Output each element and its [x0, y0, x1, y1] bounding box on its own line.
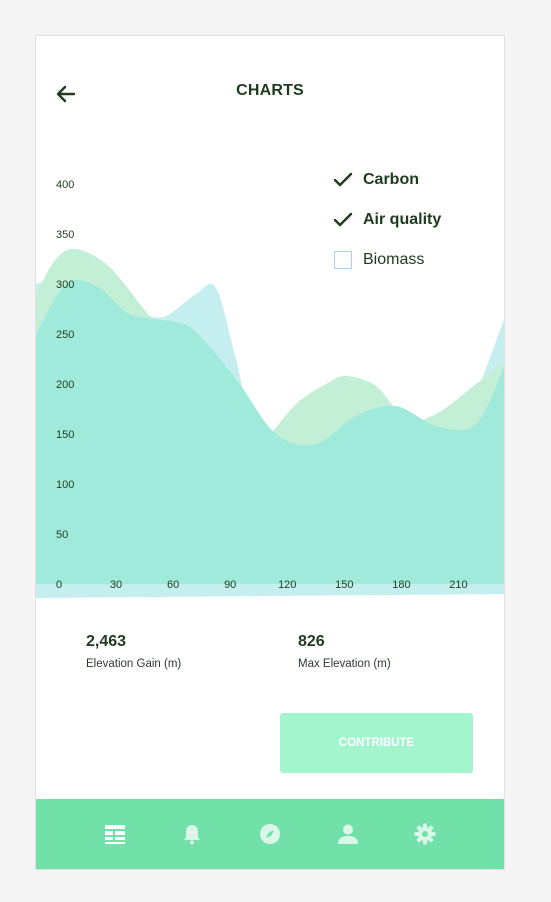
- gear-icon: [414, 823, 436, 845]
- user-icon: [337, 824, 358, 844]
- nav-dashboard[interactable]: [102, 821, 128, 847]
- compass-icon: [259, 824, 280, 844]
- bell-icon: [184, 825, 201, 845]
- nav-settings[interactable]: [412, 821, 438, 847]
- y-tick-label: 350: [56, 229, 74, 241]
- x-tick-label: 120: [278, 579, 296, 591]
- nav-explore[interactable]: [257, 821, 283, 847]
- area-series-2: [36, 279, 504, 584]
- page-title: CHARTS: [236, 82, 304, 99]
- checkmark-icon: [332, 169, 354, 191]
- x-tick-label: 180: [392, 579, 410, 591]
- contribute-button[interactable]: CONTRIBUTE: [280, 713, 473, 773]
- stat-value: 2,463: [86, 633, 127, 650]
- chart-legend: Carbon Air quality Biomass: [332, 160, 441, 280]
- x-tick-label: 60: [167, 579, 179, 591]
- stat-max-elevation: 826 Max Elevation (m): [298, 633, 391, 670]
- app-screen: CHARTS 50 100 150 200 250 300 350 400 0 30 60 90 120…: [35, 35, 505, 870]
- legend-label-carbon: Carbon: [363, 171, 419, 188]
- dashboard-icon: [104, 825, 125, 844]
- x-tick-label: 0: [56, 579, 62, 591]
- legend-item-air-quality[interactable]: Air quality: [332, 200, 441, 240]
- area-chart: 50 100 150 200 250 300 350 400 0 30 60 90 120 150 180 2…: [36, 179, 504, 598]
- legend-item-carbon[interactable]: Carbon: [332, 160, 441, 200]
- back-button[interactable]: [50, 80, 82, 108]
- y-tick-label: 300: [56, 279, 74, 291]
- legend-label-biomass: Biomass: [363, 251, 425, 268]
- y-tick-label: 100: [56, 479, 74, 491]
- x-tick-label: 30: [110, 579, 122, 591]
- stat-label: Elevation Gain (m): [86, 658, 182, 670]
- nav-profile[interactable]: [335, 821, 361, 847]
- y-tick-label: 150: [56, 429, 74, 441]
- y-tick-label: 400: [56, 179, 74, 191]
- legend-item-biomass[interactable]: Biomass: [332, 240, 441, 280]
- stat-elevation-gain: 2,463 Elevation Gain (m): [86, 633, 181, 670]
- arrow-left-icon: [56, 85, 76, 103]
- nav-notifications[interactable]: [179, 821, 205, 847]
- legend-label-air-quality: Air quality: [363, 211, 442, 228]
- y-tick-label: 250: [56, 329, 74, 341]
- stat-label: Max Elevation (m): [298, 658, 391, 670]
- y-tick-label: 50: [56, 529, 68, 541]
- y-tick-label: 200: [56, 379, 74, 391]
- stat-value: 826: [298, 633, 325, 650]
- checkmark-icon: [332, 209, 354, 231]
- x-tick-label: 90: [224, 579, 236, 591]
- checkbox-empty-icon: [332, 249, 354, 271]
- x-tick-label: 150: [335, 579, 353, 591]
- x-tick-label: 210: [449, 579, 467, 591]
- bottom-nav: [36, 799, 504, 869]
